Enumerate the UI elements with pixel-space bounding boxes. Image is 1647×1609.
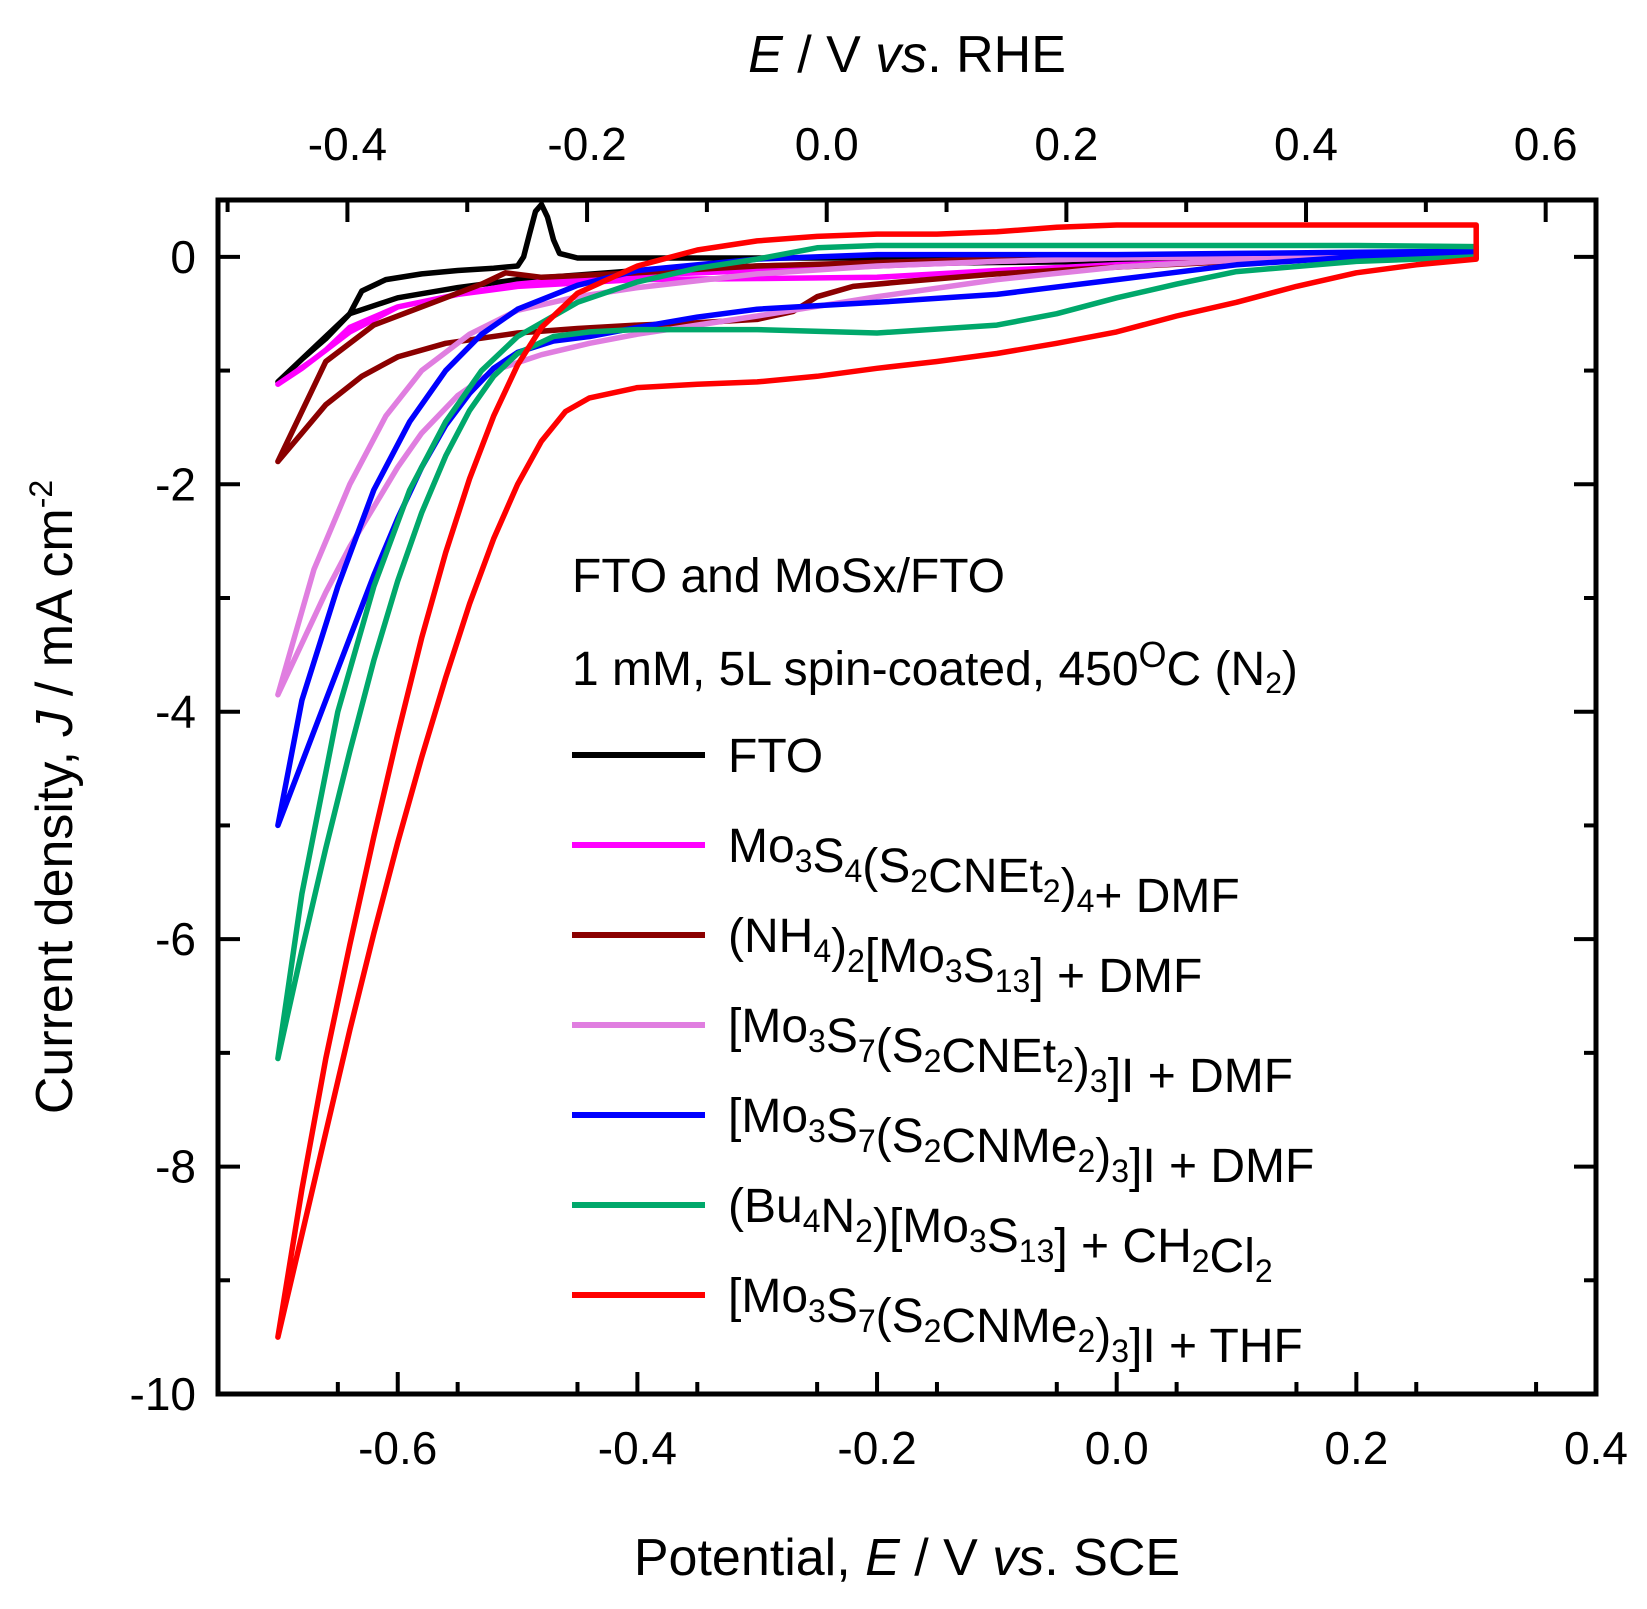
annotation-line-2: 1 mM, 5L spin-coated, 450OC (N2) — [572, 634, 1298, 700]
legend-label: [Mo3S7(S2CNMe2)3]I + THF — [728, 1270, 1303, 1373]
bottom-axis-ticks: -0.6 -0.4 -0.2 0.0 0.2 0.4 — [216, 1372, 1628, 1474]
legend-label: (Bu4N2)[Mo3S13] + CH2Cl2 — [728, 1180, 1273, 1289]
x-tick-label: 0.2 — [1324, 1422, 1388, 1474]
y-tick-label: -10 — [130, 1368, 196, 1420]
x-tick-label: 0.0 — [1085, 1422, 1149, 1474]
y-tick-label: -2 — [155, 458, 196, 510]
x-tick-label: -0.6 — [358, 1422, 437, 1474]
data-series-group — [275, 201, 1479, 1340]
top-tick-label: -0.2 — [547, 118, 626, 170]
y-axis-title: Current density, J / mA cm-2 — [23, 480, 84, 1114]
top-tick-label: 0.4 — [1274, 118, 1338, 170]
legend-label: Mo3S4(S2CNEt2)4+ DMF — [728, 820, 1240, 923]
y-tick-label: 0 — [170, 231, 196, 283]
x-tick-label: -0.4 — [598, 1422, 677, 1474]
top-tick-label: 0.0 — [795, 118, 859, 170]
series-line-7 — [275, 222, 1479, 1340]
top-tick-label: 0.6 — [1514, 118, 1578, 170]
x-tick-label: 0.4 — [1564, 1422, 1628, 1474]
plot-frame — [215, 197, 1599, 1397]
top-axis-title: E / V vs. RHE — [748, 26, 1066, 84]
top-axis-ticks: -0.4 -0.2 0.0 0.2 0.4 0.6 — [225, 118, 1578, 222]
x-axis-title: Potential, E / V vs. SCE — [634, 1529, 1180, 1587]
legend-label: [Mo3S7(S2CNEt2)3]I + DMF — [728, 1000, 1293, 1103]
series-line-2 — [275, 251, 1479, 387]
left-axis-ticks: 0 -2 -4 -6 -8 -10 — [130, 231, 1596, 1420]
y-tick-label: -4 — [155, 686, 196, 738]
series-line-6 — [275, 242, 1479, 1062]
x-tick-label: -0.2 — [837, 1422, 916, 1474]
y-tick-label: -6 — [155, 913, 196, 965]
legend-label: FTO — [728, 730, 823, 783]
y-tick-label: -8 — [155, 1141, 196, 1193]
legend: FTO Mo3S4(S2CNEt2)4+ DMF(NH4)2[Mo3S13] + … — [572, 730, 1314, 1373]
series-line-5 — [275, 248, 1479, 829]
legend-label: (NH4)2[Mo3S13] + DMF — [728, 910, 1202, 1003]
top-tick-label: 0.2 — [1034, 118, 1098, 170]
series-line-4 — [275, 251, 1479, 698]
legend-label: [Mo3S7(S2CNMe2)3]I + DMF — [728, 1090, 1314, 1193]
annotation-line-1: FTO and MoSx/FTO — [572, 550, 1005, 603]
top-tick-label: -0.4 — [308, 118, 387, 170]
